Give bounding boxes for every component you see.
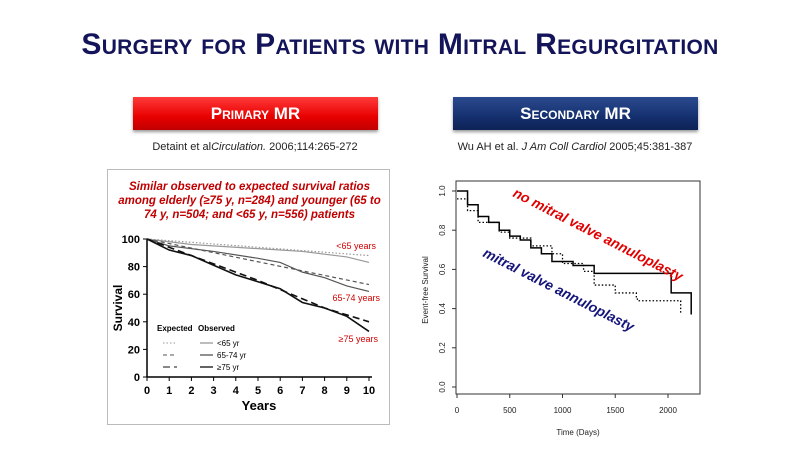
y-tick-label: 0.4 <box>438 302 447 314</box>
series-line <box>146 238 370 293</box>
series-line <box>146 238 370 257</box>
y-tick-label: 60 <box>128 289 140 301</box>
y-axis-label: Event-free Survival <box>421 256 430 324</box>
primary-citation: Detaint et alCirculation. 2006;114:265-2… <box>105 141 405 153</box>
secondary-citation: Wu AH et al. J Am Coll Cardiol 2005;45:3… <box>425 141 725 153</box>
y-tick-label: 1.0 <box>438 185 447 197</box>
y-tick-label: 80 <box>128 262 140 274</box>
citation-journal: Circulation. <box>211 141 267 153</box>
x-tick-label: 8 <box>322 385 328 397</box>
series-annotation: ≥75 years <box>339 334 379 344</box>
x-tick-label: 7 <box>299 385 305 397</box>
x-tick-label: 0 <box>144 385 150 397</box>
series-line <box>146 238 370 264</box>
x-tick-label: 5 <box>255 385 261 397</box>
series-line <box>146 238 370 323</box>
series-line <box>457 190 692 315</box>
x-tick-label: 1 <box>166 385 172 397</box>
x-tick-label: 1000 <box>554 406 572 415</box>
y-tick-label: 0.2 <box>438 342 447 354</box>
secondary-mr-banner: Secondary MR <box>453 97 698 130</box>
legend-entry: <65 yr <box>217 339 240 348</box>
series-line <box>146 238 370 286</box>
annotation-annuloplasty: mitral valve annuloplasty <box>481 244 638 335</box>
citation-ref: 2006;114:265-272 <box>266 141 358 153</box>
legend-expected-header: Expected <box>157 324 193 333</box>
x-tick-label: 1500 <box>606 406 624 415</box>
legend-entry: 65-74 yr <box>217 351 247 360</box>
series-annotation: 65-74 years <box>332 293 380 303</box>
citation-authors: Detaint et al <box>152 141 212 153</box>
x-tick-label: 0 <box>455 406 460 415</box>
legend-observed-header: Observed <box>198 324 235 333</box>
x-tick-label: 6 <box>277 385 283 397</box>
x-tick-label: 9 <box>344 385 350 397</box>
y-tick-label: 20 <box>128 344 140 356</box>
legend-entry: ≥75 yr <box>217 363 240 372</box>
slide-title: Surgery for Patients with Mitral Regurgi… <box>81 28 719 61</box>
citation-journal: J Am Coll Cardiol <box>521 141 607 153</box>
y-tick-label: 0 <box>134 372 140 384</box>
citation-authors: Wu AH et al. <box>457 141 522 153</box>
y-axis-label: Survival <box>111 285 125 332</box>
y-tick-label: 0.8 <box>438 224 447 236</box>
y-tick-label: 40 <box>128 317 140 329</box>
primary-mr-banner: Primary MR <box>133 97 378 130</box>
primary-chart-note: Similar observed to expected survival ra… <box>118 181 381 221</box>
x-tick-label: 500 <box>503 406 517 415</box>
y-tick-label: 0.6 <box>438 263 447 275</box>
y-tick-label: 0.0 <box>438 381 447 393</box>
x-tick-label: 4 <box>233 385 240 397</box>
x-tick-label: 10 <box>363 385 375 397</box>
x-axis-label: Time (Days) <box>556 428 600 437</box>
series-annotation: <65 years <box>336 241 376 251</box>
x-tick-label: 2000 <box>659 406 677 415</box>
plot-frame <box>455 180 701 395</box>
x-tick-label: 3 <box>211 385 217 397</box>
y-tick-label: 100 <box>122 234 140 246</box>
primary-chart-frame <box>107 169 390 425</box>
x-axis-label: Years <box>242 398 277 413</box>
citation-ref: 2005;45:381-387 <box>606 141 693 153</box>
x-tick-label: 2 <box>188 385 194 397</box>
series-line <box>146 238 370 333</box>
